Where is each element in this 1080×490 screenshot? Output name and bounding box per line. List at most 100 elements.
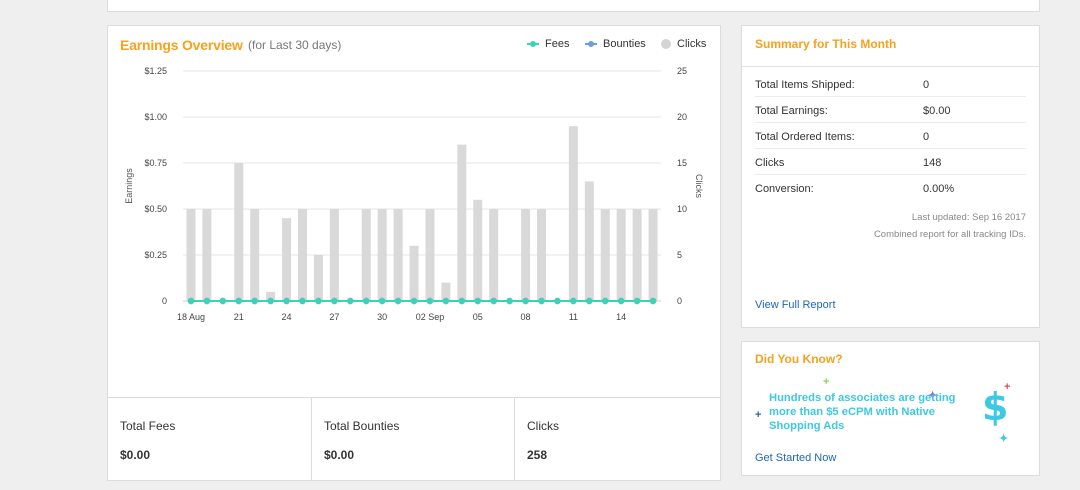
summary-row-value: 148 bbox=[923, 157, 942, 169]
clicks-bar bbox=[600, 209, 610, 301]
y2-tick-label: 25 bbox=[677, 66, 687, 76]
total-clicks-value: 258 bbox=[527, 448, 548, 462]
last-updated-text: Last updated: Sep 16 2017 bbox=[911, 212, 1026, 223]
x-tick-label: 24 bbox=[282, 312, 292, 322]
total-clicks-cell: Clicks 258 bbox=[514, 398, 720, 480]
fees-point bbox=[410, 297, 418, 305]
dollar-icon: $ bbox=[982, 385, 1009, 429]
bounties-legend-icon bbox=[585, 41, 597, 47]
clicks-bar bbox=[313, 255, 323, 301]
total-bounties-label: Total Bounties bbox=[324, 419, 400, 433]
fees-point bbox=[219, 297, 227, 305]
fees-point bbox=[363, 297, 370, 305]
fees-point bbox=[347, 297, 354, 305]
total-fees-value: $0.00 bbox=[120, 448, 151, 462]
purple-sparkle-icon: ✦ bbox=[928, 390, 938, 402]
y2-axis-label: Clicks bbox=[694, 174, 704, 198]
y2-tick-label: 10 bbox=[677, 204, 687, 214]
fees-point bbox=[251, 297, 258, 305]
fees-point bbox=[267, 297, 274, 305]
clicks-legend-icon bbox=[661, 39, 671, 49]
earnings-title: Earnings Overview bbox=[120, 37, 243, 53]
total-fees-label: Total Fees bbox=[120, 419, 176, 433]
summary-title: Summary for This Month bbox=[755, 37, 897, 51]
clicks-bar bbox=[632, 209, 642, 301]
did-you-know-title: Did You Know? bbox=[755, 352, 843, 366]
summary-row-label: Clicks bbox=[755, 157, 785, 169]
earnings-overview-panel: 0 $0.25 $0.50 $0.75 $1.00 $1.25 0 5 10 15 20 25 18 A… bbox=[107, 25, 721, 398]
did-you-know-panel: Did You Know? + ✦ + + ✦ Hundreds of asso… bbox=[741, 341, 1040, 476]
fees-point bbox=[187, 297, 195, 305]
fees-point bbox=[283, 297, 290, 305]
fees-point bbox=[522, 297, 529, 305]
top-panel bbox=[107, 0, 1040, 12]
clicks-bar bbox=[393, 209, 403, 301]
y-tick-label: $0.50 bbox=[144, 204, 167, 214]
clicks-bar bbox=[234, 163, 244, 301]
y2-tick-label: 5 bbox=[677, 250, 682, 260]
view-full-report-link[interactable]: View Full Report bbox=[755, 299, 836, 311]
fees-point bbox=[490, 297, 497, 305]
fees-point bbox=[235, 297, 242, 305]
clicks-bar bbox=[329, 209, 339, 301]
x-tick-label: 05 bbox=[473, 312, 483, 322]
total-clicks-label: Clicks bbox=[527, 419, 559, 433]
clicks-bars bbox=[186, 126, 658, 301]
x-tick-label: 18 Aug bbox=[177, 312, 205, 322]
y-tick-label: $0.75 bbox=[144, 158, 167, 168]
clicks-bar bbox=[521, 209, 531, 301]
fees-point bbox=[602, 297, 609, 305]
get-started-link[interactable]: Get Started Now bbox=[755, 452, 837, 464]
legend-clicks[interactable]: Clicks bbox=[661, 38, 706, 50]
legend-fees[interactable]: Fees bbox=[527, 38, 569, 50]
y-tick-label: $0.25 bbox=[144, 250, 167, 260]
fees-point bbox=[633, 297, 641, 305]
clicks-bar bbox=[425, 209, 435, 301]
clicks-bar bbox=[616, 209, 626, 301]
x-tick-label: 08 bbox=[521, 312, 531, 322]
summary-row-label: Total Earnings: bbox=[755, 105, 828, 117]
y-axis-label: Earnings bbox=[124, 168, 134, 204]
fees-point bbox=[474, 297, 481, 305]
summary-row-clicks: Clicks 148 bbox=[755, 148, 1026, 175]
fees-point bbox=[203, 297, 211, 305]
fees-point bbox=[649, 297, 657, 305]
y2-tick-label: 0 bbox=[677, 296, 682, 306]
fees-point bbox=[570, 297, 577, 305]
summary-row-label: Conversion: bbox=[755, 183, 814, 195]
summary-row-label: Total Items Shipped: bbox=[755, 79, 855, 91]
fees-bounties-lines bbox=[187, 297, 657, 305]
summary-row-value: $0.00 bbox=[923, 105, 951, 117]
clicks-bar bbox=[584, 181, 594, 301]
fees-point bbox=[586, 297, 593, 305]
fees-point bbox=[315, 297, 322, 305]
clicks-bar bbox=[377, 209, 387, 301]
legend-fees-label: Fees bbox=[545, 38, 570, 50]
totals-panel: Total Fees $0.00 Total Bounties $0.00 Cl… bbox=[107, 397, 721, 481]
total-bounties-value: $0.00 bbox=[324, 448, 355, 462]
clicks-bar bbox=[568, 126, 578, 301]
cyan-sparkle-icon: ✦ bbox=[999, 433, 1009, 445]
clicks-bar bbox=[186, 209, 196, 301]
summary-row-value: 0.00% bbox=[923, 183, 955, 195]
fees-point bbox=[442, 297, 450, 305]
x-tick-label: 27 bbox=[329, 312, 339, 322]
clicks-bar bbox=[282, 218, 292, 301]
x-tick-label: 14 bbox=[616, 312, 626, 322]
y-tick-label: $1.25 bbox=[144, 66, 167, 76]
promo-text: Hundreds of associates are getting more … bbox=[769, 392, 956, 432]
clicks-bar bbox=[473, 199, 483, 301]
clicks-bar bbox=[537, 209, 546, 301]
legend-bounties[interactable]: Bounties bbox=[585, 38, 646, 50]
summary-row-label: Total Ordered Items: bbox=[755, 131, 855, 143]
x-tick-label: 30 bbox=[377, 312, 387, 322]
y2-tick-label: 15 bbox=[677, 158, 687, 168]
clicks-bar bbox=[489, 209, 499, 301]
earnings-subtitle: (for Last 30 days) bbox=[248, 38, 342, 52]
fees-legend-icon bbox=[527, 41, 539, 47]
red-sparkle-icon: + bbox=[1004, 381, 1011, 393]
summary-row-ordered-items: Total Ordered Items: 0 bbox=[755, 122, 1026, 149]
clicks-bar bbox=[409, 245, 419, 301]
